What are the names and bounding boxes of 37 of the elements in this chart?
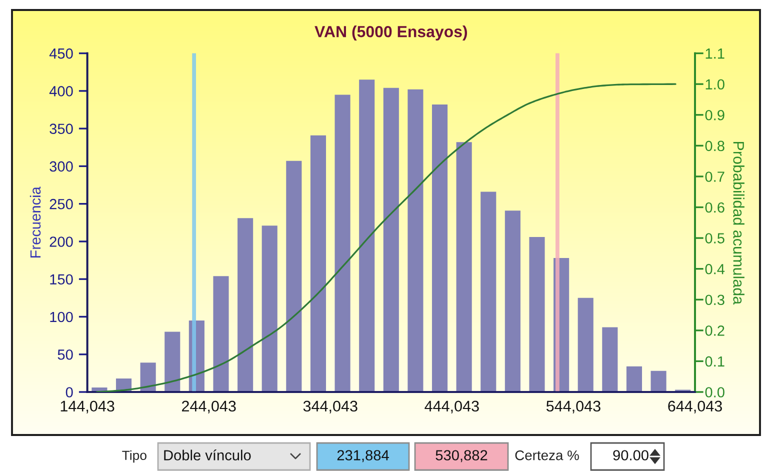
y2-tick-label: 0.5 [705, 233, 724, 244]
y-tick-label: 0 [66, 387, 73, 398]
y2-tick-label: 0.4 [705, 264, 725, 274]
x-tick-label: 544,043 [546, 400, 600, 414]
y-tick-label: 200 [50, 236, 73, 247]
y-tick-label: 250 [50, 198, 73, 210]
x-tick-label: 244,043 [182, 400, 236, 414]
y2-tick-label: 0.0 [705, 387, 724, 398]
text: 530,882 [436, 450, 488, 462]
x-tick-label: 644,043 [668, 400, 722, 414]
y-tick-label: 100 [50, 312, 73, 322]
y-tick-label: 300 [50, 161, 73, 172]
y2-tick-label: 0.1 [705, 356, 724, 367]
chart-title: VAN (5000 Ensayos) [314, 26, 468, 40]
y2-tick-label: 0.7 [705, 172, 724, 182]
text: Doble vínculo [164, 450, 251, 460]
text: Certeza % [515, 450, 579, 460]
y-axis-title: Frecuencia [30, 186, 41, 258]
y2-tick-label: 0.6 [705, 202, 724, 213]
y-tick-label: 150 [50, 274, 73, 285]
y2-tick-label: 0.8 [705, 140, 724, 152]
y-tick-label: 400 [49, 86, 73, 96]
text: 231,884 [337, 450, 389, 462]
text: 90.00 [613, 450, 648, 460]
x-tick-label: 444,043 [424, 400, 479, 414]
y2-axis-title: Probabilidad acumulada [733, 142, 744, 305]
y2-tick-label: 1.0 [706, 79, 724, 90]
y2-tick-label: 0.3 [705, 294, 724, 306]
y2-tick-label: 0.9 [705, 110, 724, 120]
y-tick-label: 350 [50, 124, 73, 134]
x-tick-label: 344,043 [303, 400, 358, 414]
y2-tick-label: 1.1 [706, 48, 724, 59]
y-tick-label: 450 [49, 48, 73, 59]
text: Tipo [122, 450, 146, 463]
x-tick-label: 144,043 [60, 400, 114, 414]
y-tick-label: 50 [58, 349, 73, 360]
y2-tick-label: 0.2 [705, 326, 724, 336]
